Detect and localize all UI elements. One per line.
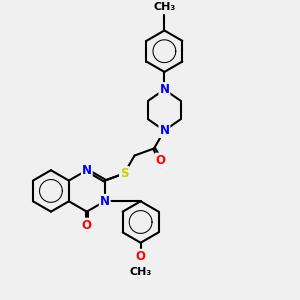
Text: N: N bbox=[159, 83, 170, 96]
Text: O: O bbox=[82, 219, 92, 232]
Text: N: N bbox=[159, 124, 170, 137]
Text: S: S bbox=[120, 167, 128, 180]
Text: O: O bbox=[156, 154, 166, 166]
Text: CH₃: CH₃ bbox=[130, 267, 152, 277]
Text: N: N bbox=[82, 164, 92, 177]
Text: CH₃: CH₃ bbox=[153, 2, 176, 11]
Text: O: O bbox=[136, 250, 146, 263]
Text: N: N bbox=[100, 195, 110, 208]
